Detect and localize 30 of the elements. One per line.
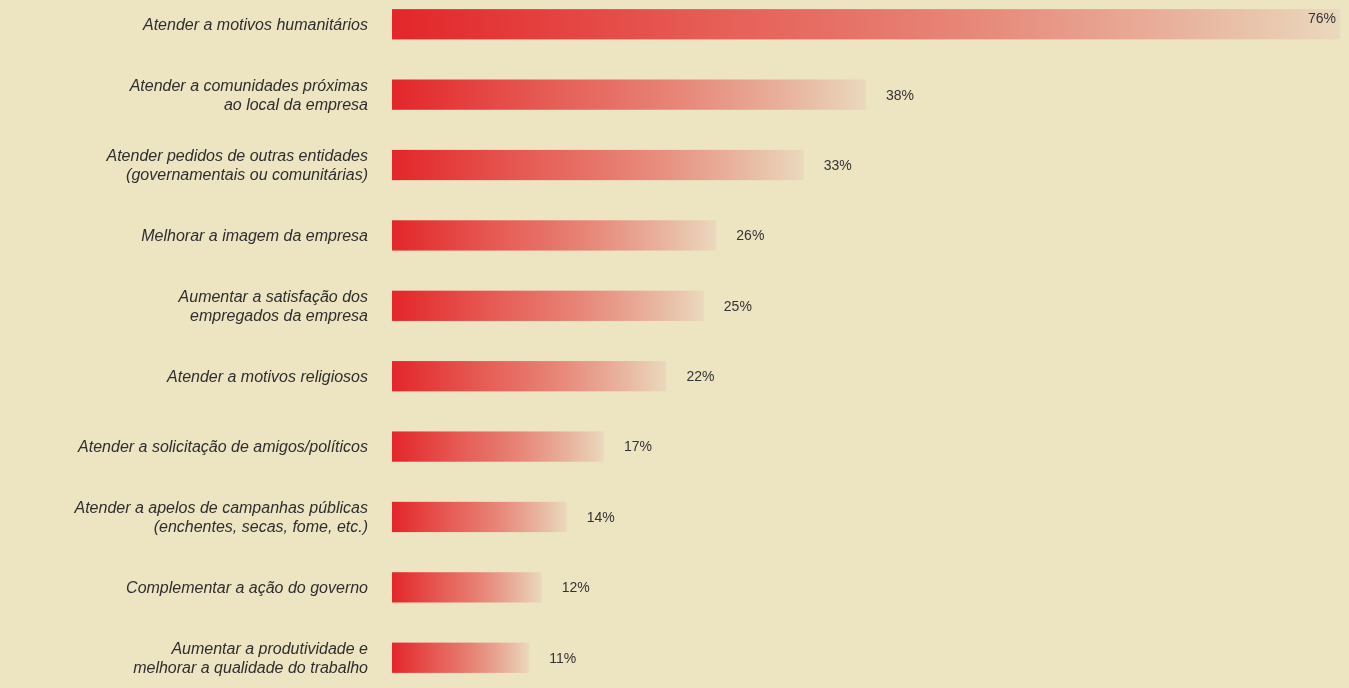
y-tick-label: Melhorar a imagem da empresa: [141, 227, 369, 245]
data-label: 25%: [723, 297, 752, 314]
y-tick-label: Aumentar a satisfação dos empregados da empresa: [177, 287, 369, 325]
y-tick-label: Atender a motivos religiosos: [166, 367, 368, 385]
data-label: 11%: [549, 649, 577, 666]
bar: [392, 220, 717, 251]
bar: [392, 572, 542, 603]
data-label: 12%: [561, 579, 590, 596]
y-tick-label: Atender pedidos de outras entidades (governamentais ou comunitárias): [105, 147, 368, 184]
y-tick-label: Atender a solicitação de amigos/políticos: [77, 438, 368, 456]
bar: [392, 431, 605, 462]
bar: [392, 642, 530, 673]
bar: [392, 9, 1340, 40]
y-tick-label: Complementar a ação do governo: [126, 578, 369, 596]
bar: [392, 361, 667, 392]
bar: [392, 149, 804, 181]
bar: [392, 290, 704, 321]
bar: [392, 501, 567, 533]
data-label: 76%: [1307, 10, 1336, 27]
data-label: 38%: [886, 86, 915, 103]
y-tick-label: Atender a comunidades próximas ao local da empresa: [128, 76, 369, 113]
y-tick-label: Atender a apelos de campanhas públicas (enchentes, secas, fome, etc.): [73, 498, 368, 536]
data-label: 33%: [823, 156, 852, 173]
data-label: 17%: [624, 438, 653, 455]
data-label: 26%: [736, 227, 765, 244]
data-label: 22%: [686, 368, 715, 385]
bar: [392, 79, 866, 110]
y-tick-label: Aumentar a produtividade e melhorar a qualidade do trabalho: [133, 639, 369, 676]
data-label: 14%: [586, 508, 615, 525]
y-tick-label: Atender a motivos humanitários: [142, 15, 368, 33]
